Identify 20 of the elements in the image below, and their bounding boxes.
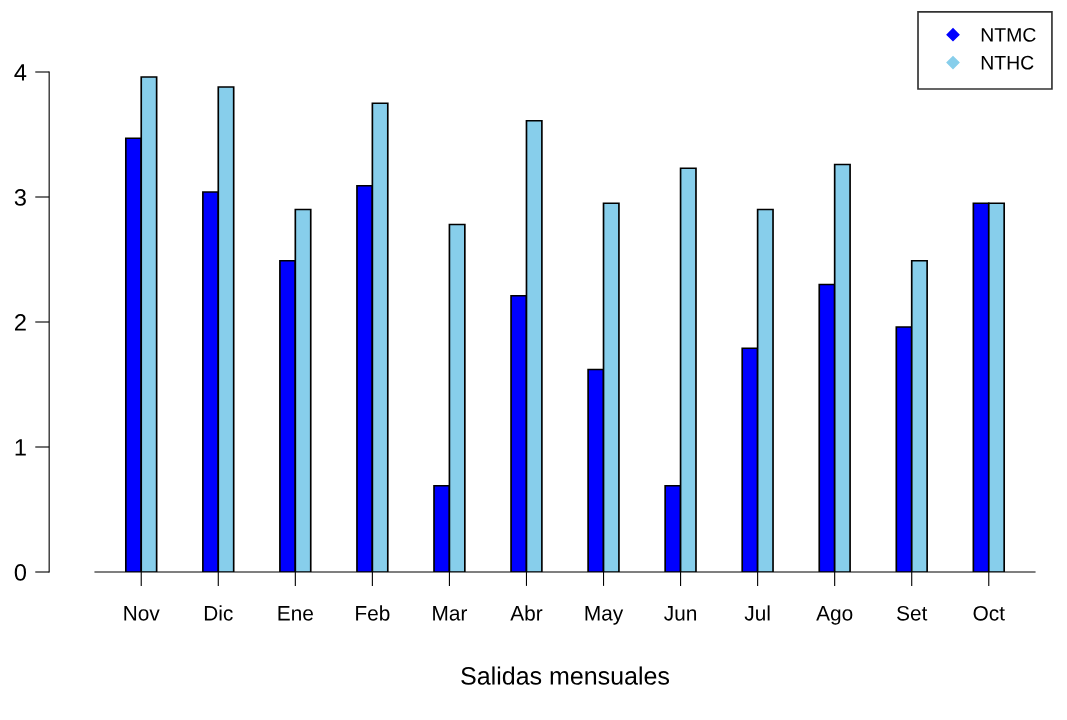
x-axis-title: Salidas mensuales	[461, 666, 670, 685]
x-tick-label: Ago	[816, 606, 853, 625]
x-tick-label: Feb	[356, 605, 390, 621]
x-tick-label: Mar	[433, 606, 468, 621]
x-tick-label: Dic	[204, 605, 233, 621]
x-tick-label: Abr	[510, 605, 543, 621]
y-tick-label: 4	[14, 64, 27, 81]
x-tick-label: Jul	[744, 605, 770, 621]
x-tick-label: Oct	[973, 605, 1005, 621]
y-tick-label: 3	[14, 189, 26, 206]
legend-label: NTHC	[981, 55, 1034, 70]
y-tick-label: 0	[14, 564, 27, 581]
x-tick-label: Ene	[278, 606, 313, 621]
x-tick-label: Set	[897, 605, 928, 621]
y-tick-label: 1	[15, 439, 26, 456]
legend-label: NTMC	[981, 27, 1036, 42]
x-tick-label: Jun	[664, 606, 697, 621]
x-tick-label: May	[585, 606, 624, 625]
x-tick-label: Nov	[124, 606, 160, 621]
y-tick-label: 2	[15, 314, 26, 331]
